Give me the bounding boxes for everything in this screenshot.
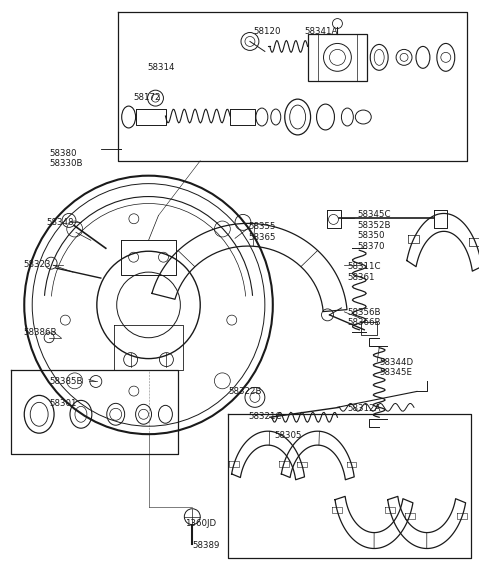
- Text: 58386B: 58386B: [23, 328, 57, 337]
- Text: 58341A: 58341A: [305, 27, 338, 36]
- Text: 58355
58365: 58355 58365: [248, 222, 276, 242]
- Text: 58311C
58361: 58311C 58361: [348, 262, 381, 282]
- Text: 58322B: 58322B: [228, 388, 262, 396]
- Text: 58345C
58352B
58350
58370: 58345C 58352B 58350 58370: [357, 210, 391, 251]
- Text: 58389: 58389: [192, 540, 220, 550]
- Text: 58348: 58348: [46, 219, 73, 227]
- Text: 58344D
58345E: 58344D 58345E: [379, 357, 413, 377]
- Text: 58321C: 58321C: [248, 412, 281, 422]
- Text: 58172: 58172: [133, 93, 161, 102]
- Text: 58301: 58301: [49, 399, 77, 408]
- Text: 58380
58330B: 58380 58330B: [49, 149, 83, 168]
- Text: 58120: 58120: [253, 27, 281, 36]
- Text: 1360JD: 1360JD: [185, 519, 216, 528]
- Text: 58314: 58314: [147, 64, 175, 72]
- Text: 58323: 58323: [23, 260, 51, 269]
- Text: 58312A: 58312A: [348, 405, 381, 413]
- Text: 58305: 58305: [274, 431, 301, 440]
- Text: 58385B: 58385B: [49, 378, 83, 387]
- Text: 58356B
58366B: 58356B 58366B: [348, 308, 381, 327]
